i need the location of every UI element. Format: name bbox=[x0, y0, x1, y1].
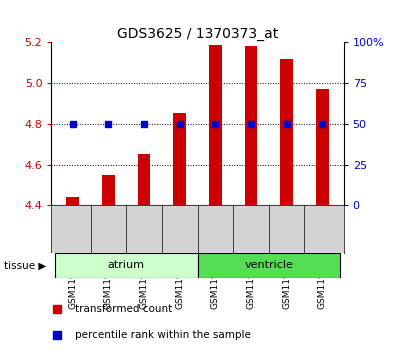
Bar bbox=[66, 197, 79, 205]
Bar bbox=[280, 59, 293, 205]
Text: ventricle: ventricle bbox=[245, 261, 293, 270]
Bar bbox=[209, 45, 222, 205]
Bar bbox=[173, 113, 186, 205]
FancyBboxPatch shape bbox=[55, 253, 198, 278]
Bar bbox=[102, 175, 115, 205]
Title: GDS3625 / 1370373_at: GDS3625 / 1370373_at bbox=[117, 28, 278, 41]
Bar bbox=[138, 154, 150, 205]
Bar bbox=[316, 89, 329, 205]
Text: percentile rank within the sample: percentile rank within the sample bbox=[75, 330, 250, 339]
Text: tissue ▶: tissue ▶ bbox=[4, 261, 46, 270]
FancyBboxPatch shape bbox=[198, 253, 340, 278]
Bar bbox=[245, 46, 257, 205]
Text: atrium: atrium bbox=[108, 261, 145, 270]
Text: transformed count: transformed count bbox=[75, 304, 172, 314]
